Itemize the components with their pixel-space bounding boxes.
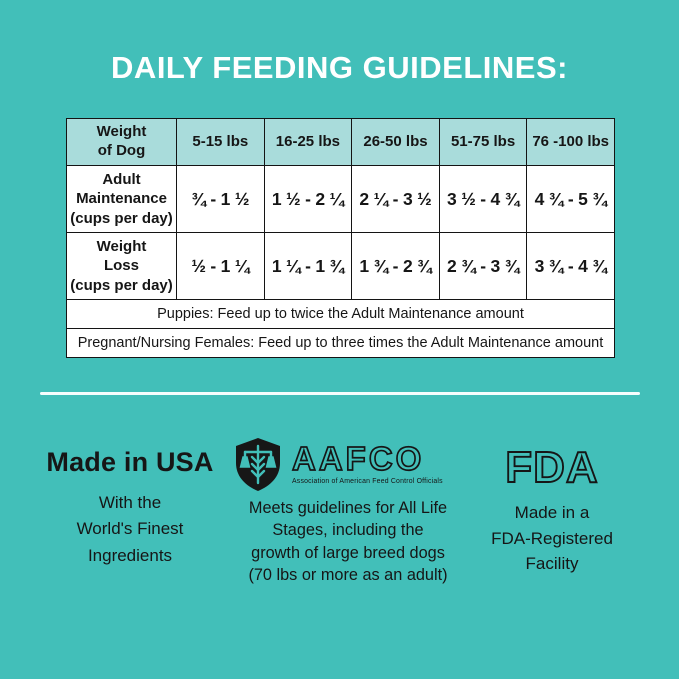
page-title: DAILY FEEDING GUIDELINES:	[111, 50, 568, 85]
made-in-usa-section: Made in USA With the World's Finest Ingr…	[36, 447, 224, 569]
section-divider	[40, 392, 640, 395]
table-note-row-pregnant: Pregnant/Nursing Females: Feed up to thr…	[66, 328, 615, 358]
fda-section: FDA Made in a FDA-Registered Facility	[468, 441, 636, 577]
row-label-adult-maintenance: Adult Maintenance (cups per day)	[66, 165, 177, 233]
table-row-weight-loss: Weight Loss (cups per day) ½ - 1 ¼ 1 ¼ -…	[66, 232, 615, 300]
aafco-description: Meets guidelines for All Life Stages, in…	[248, 499, 448, 585]
cell-value: 3 ¾ - 4 ¾	[526, 232, 615, 300]
cell-value: ½ - 1 ¼	[176, 232, 265, 300]
feeding-guidelines-table: Weight of Dog 5-15 lbs 16-25 lbs 26-50 l…	[66, 118, 615, 358]
cell-value: 2 ¾ - 3 ¾	[438, 232, 528, 300]
cell-value: 3 ½ - 4 ¾	[438, 165, 528, 233]
cell-value: 2 ¼ - 3 ½	[351, 165, 440, 233]
made-in-usa-subtitle: With the World's Finest Ingredients	[76, 493, 184, 565]
note-puppies: Puppies: Feed up to twice the Adult Main…	[66, 299, 615, 329]
cell-value: ¾ - 1 ½	[176, 165, 265, 233]
table-header-row: Weight of Dog 5-15 lbs 16-25 lbs 26-50 l…	[66, 118, 615, 166]
col-header-26-50: 26-50 lbs	[351, 118, 440, 166]
table-row-adult-maintenance: Adult Maintenance (cups per day) ¾ - 1 ½…	[66, 165, 615, 233]
aafco-section: AAFCO Association of American Feed Contr…	[226, 436, 470, 587]
col-header-16-25: 16-25 lbs	[263, 118, 353, 166]
row-label-weight-loss: Weight Loss (cups per day)	[66, 232, 177, 300]
aafco-wordmark: AAFCO Association of American Feed Contr…	[291, 440, 443, 485]
table-note-row-puppies: Puppies: Feed up to twice the Adult Main…	[66, 299, 615, 329]
col-header-weight-of-dog: Weight of Dog	[66, 118, 177, 166]
col-header-5-15: 5-15 lbs	[176, 118, 265, 166]
made-in-usa-title: Made in USA	[46, 447, 214, 477]
aafco-shield-icon	[235, 438, 280, 491]
fda-wordmark-text: FDA	[505, 443, 598, 492]
fda-description: Made in a FDA-Registered Facility	[491, 503, 613, 573]
fda-logo: FDA	[504, 442, 598, 493]
aafco-tagline: Association of American Feed Control Off…	[292, 478, 443, 485]
note-pregnant-nursing: Pregnant/Nursing Females: Feed up to thr…	[66, 328, 615, 358]
aafco-wordmark-text: AAFCO	[292, 440, 424, 477]
col-header-51-75: 51-75 lbs	[438, 118, 528, 166]
cell-value: 4 ¾ - 5 ¾	[526, 165, 615, 233]
col-header-76-100: 76 -100 lbs	[526, 118, 615, 166]
cell-value: 1 ½ - 2 ¼	[263, 165, 353, 233]
cell-value: 1 ¼ - 1 ¾	[263, 232, 353, 300]
cell-value: 1 ¾ - 2 ¾	[351, 232, 440, 300]
aafco-logo: AAFCO Association of American Feed Contr…	[226, 436, 470, 492]
